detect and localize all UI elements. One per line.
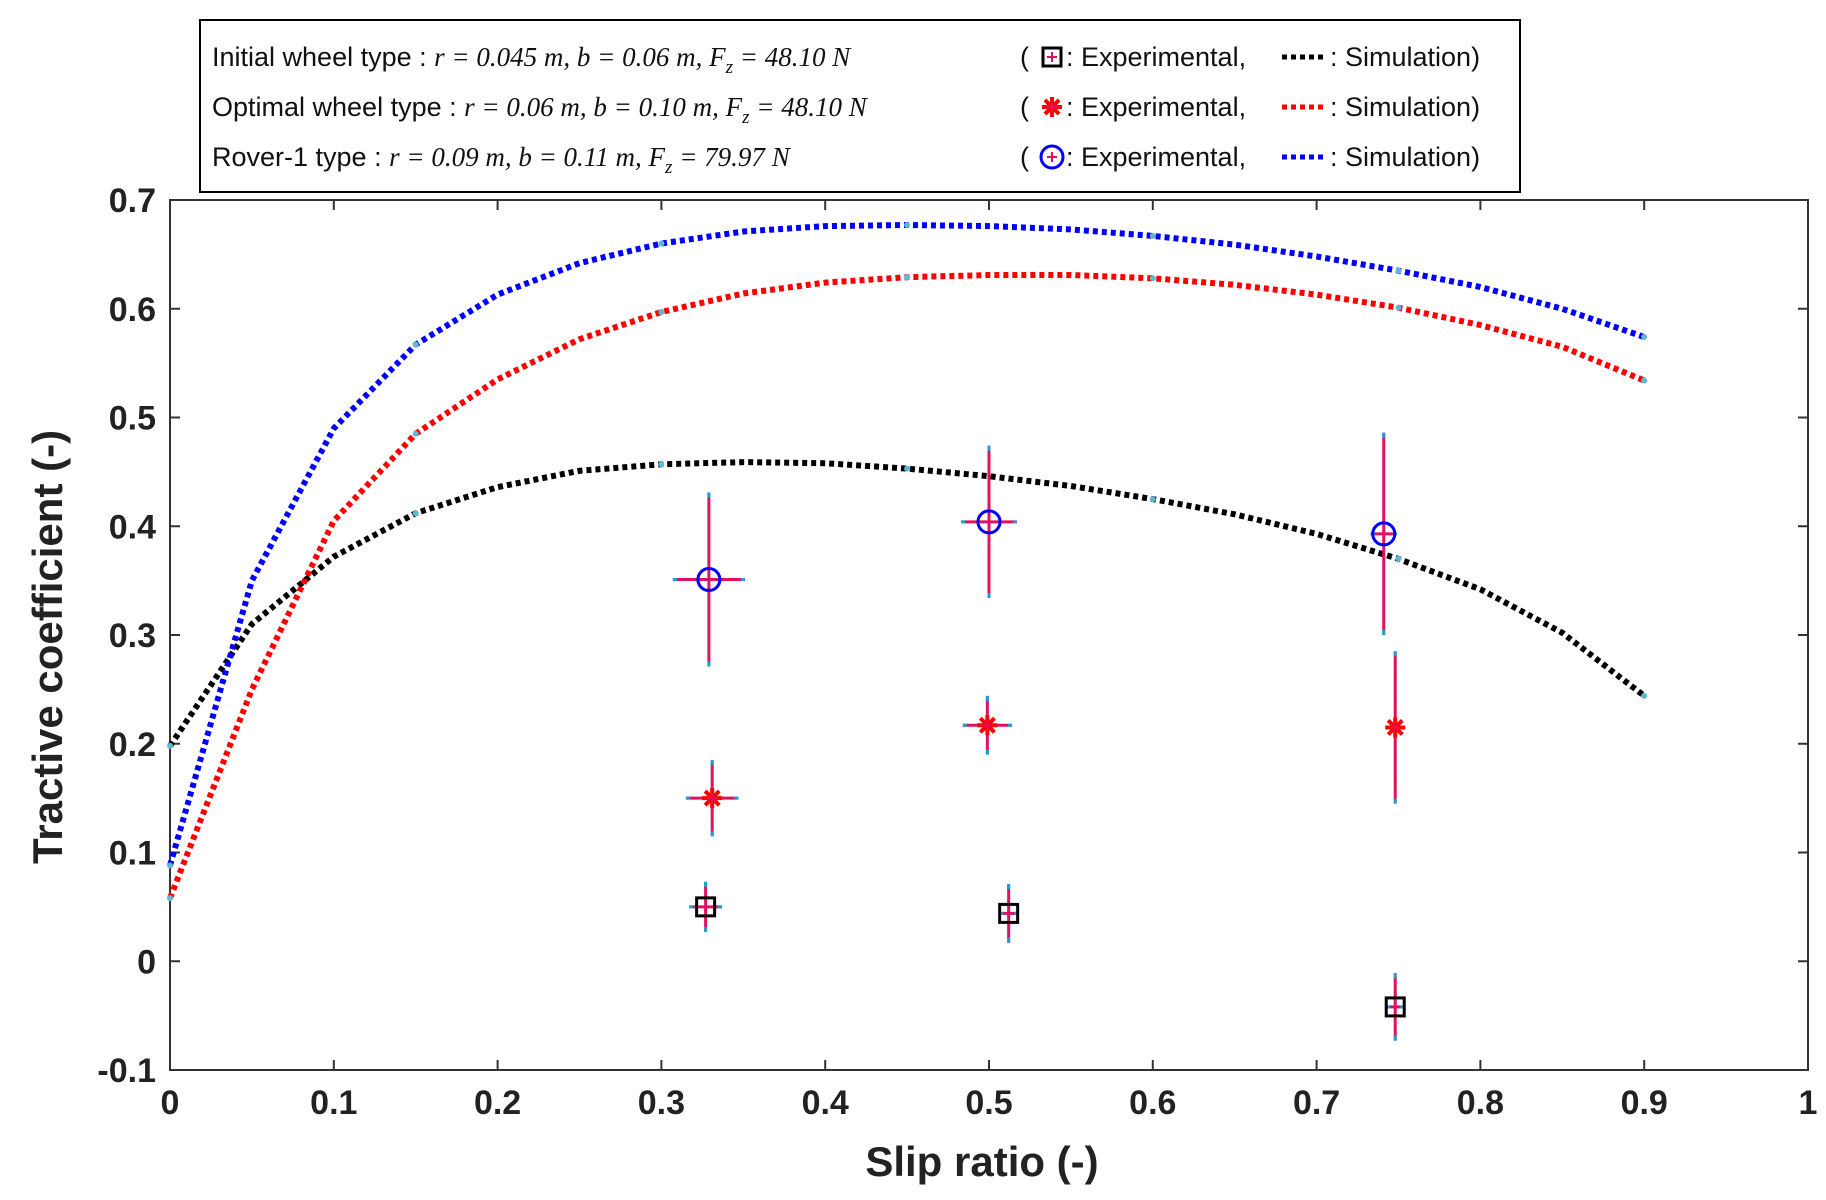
legend-exp-label: : Experimental,: [1066, 92, 1246, 122]
exp-point-rover: [1371, 521, 1397, 547]
legend-entry-optimal: Optimal wheel type : r = 0.06 m, b = 0.1…: [212, 92, 869, 128]
sim-node-rover: [167, 862, 173, 869]
legend-sim-label: : Simulation): [1330, 142, 1480, 172]
exp-point-rover: [696, 567, 722, 593]
exp-point-rover: [976, 509, 1002, 535]
sim-line-rover: [167, 222, 1646, 867]
legend-marker-rover: [1039, 144, 1065, 170]
x-tick-label: 0.7: [1293, 1084, 1340, 1122]
legend-marker-initial: [1041, 46, 1063, 68]
sim-line-initial: [167, 459, 1647, 748]
sim-node-initial: [1641, 692, 1648, 699]
marker-square: [1384, 996, 1406, 1018]
sim-node-initial: [1395, 555, 1402, 562]
sim-node-initial: [1149, 496, 1156, 503]
legend-sim-label: : Simulation): [1330, 92, 1480, 122]
sim-node-initial: [412, 510, 419, 517]
legend-exp-label: : Experimental,: [1066, 42, 1246, 72]
legend-paren: (: [1020, 142, 1029, 172]
x-tick-label: 0.2: [474, 1084, 521, 1122]
sim-node-initial: [167, 742, 173, 749]
y-tick-label: 0: [137, 943, 156, 981]
exp-point-initial: [1384, 996, 1406, 1018]
sim-node-optimal: [1641, 377, 1648, 384]
y-tick-label: 0.7: [109, 182, 156, 220]
simulation-curves: [167, 222, 1648, 902]
y-tick-label: 0.3: [109, 617, 156, 655]
marker-square: [998, 902, 1020, 924]
legend-paren: (: [1020, 42, 1029, 72]
x-axis-label: Slip ratio (-): [865, 1138, 1098, 1185]
x-tick-label: 0.1: [310, 1084, 357, 1122]
sim-node-initial: [658, 461, 665, 468]
axes: 0 0.1 0.2 0.3 0.4 0.5 0.6 0.7 0.8 0.9 1-0.100.10.2…: [97, 182, 1817, 1122]
sim-node-optimal: [1149, 275, 1156, 282]
sim-node-rover: [1641, 334, 1648, 341]
y-tick-label: 0.1: [109, 835, 156, 873]
sim-node-optimal: [1395, 304, 1402, 311]
sim-node-rover: [904, 222, 911, 229]
sim-node-rover: [412, 341, 419, 348]
x-tick-label: 0.9: [1621, 1084, 1668, 1122]
experimental-points: [672, 432, 1406, 1041]
marker-circle: [696, 567, 722, 593]
sim-node-rover: [658, 240, 665, 247]
y-tick-label: 0.4: [109, 508, 156, 546]
marker-circle: [1371, 521, 1397, 547]
legend-paren: (: [1020, 92, 1029, 122]
x-tick-label: 0.3: [638, 1084, 685, 1122]
x-tick-label: 0.6: [1129, 1084, 1176, 1122]
legend-exp-label: : Experimental,: [1066, 142, 1246, 172]
exp-point-initial: [998, 902, 1020, 924]
sim-node-optimal: [658, 309, 665, 316]
marker-circle: [1039, 144, 1065, 170]
y-tick-label: -0.1: [97, 1052, 156, 1090]
sim-node-rover: [1149, 232, 1156, 239]
marker-circle: [976, 509, 1002, 535]
y-axis-label: Tractive coefficient (-): [24, 430, 71, 864]
marker-square: [695, 896, 717, 918]
sim-node-optimal: [904, 274, 911, 281]
x-tick-label: 1: [1799, 1084, 1818, 1122]
sim-node-optimal: [412, 430, 419, 437]
sim-node-initial: [904, 465, 911, 472]
x-tick-label: 0.4: [802, 1084, 849, 1122]
legend-sim-label: : Simulation): [1330, 42, 1480, 72]
legend-entry-rover: Rover-1 type : r = 0.09 m, b = 0.11 m, F…: [212, 142, 792, 178]
y-tick-label: 0.2: [109, 726, 156, 764]
y-tick-label: 0.6: [109, 291, 156, 329]
legend-entry-initial: Initial wheel type : r = 0.045 m, b = 0.…: [212, 42, 852, 78]
sim-node-rover: [1395, 267, 1402, 274]
sim-node-optimal: [167, 895, 173, 902]
exp-point-initial: [695, 896, 717, 918]
x-tick-label: 0: [161, 1084, 180, 1122]
x-tick-label: 0.8: [1457, 1084, 1504, 1122]
y-tick-label: 0.5: [109, 400, 156, 438]
x-tick-label: 0.5: [965, 1084, 1012, 1122]
legend: Initial wheel type : r = 0.045 m, b = 0.…: [199, 19, 1521, 193]
marker-square: [1041, 46, 1063, 68]
